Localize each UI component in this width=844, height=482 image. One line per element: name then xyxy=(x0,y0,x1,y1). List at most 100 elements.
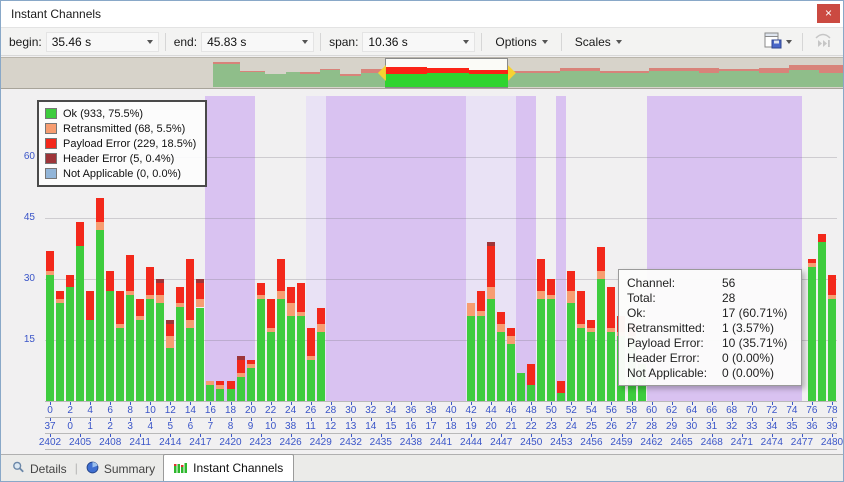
channel-bar[interactable] xyxy=(166,319,175,402)
legend-label: Payload Error (229, 18.5%) xyxy=(63,137,197,150)
selection-end-marker[interactable] xyxy=(507,65,516,81)
x-tick xyxy=(531,434,533,437)
overview-ok-band xyxy=(469,74,508,87)
channel-bar[interactable] xyxy=(487,242,496,401)
channel-bar[interactable] xyxy=(807,258,816,401)
bar-segment xyxy=(567,270,576,292)
channel-bar[interactable] xyxy=(507,327,516,401)
channel-bar[interactable] xyxy=(46,250,54,402)
x-tick xyxy=(410,434,412,437)
bar-segment xyxy=(487,242,496,247)
bar-segment xyxy=(106,291,115,401)
channel-bar[interactable] xyxy=(567,270,576,401)
tab-summary[interactable]: Summary xyxy=(78,457,163,481)
channel-bar[interactable] xyxy=(226,380,235,401)
channel-bar[interactable] xyxy=(206,380,215,402)
overview-error-band xyxy=(320,69,341,70)
tab-details[interactable]: Details xyxy=(4,457,75,481)
channel-bar[interactable] xyxy=(296,283,305,401)
gridline xyxy=(45,157,837,158)
begin-combo[interactable]: 35.46 s xyxy=(45,31,159,52)
tooltip-label: Ok: xyxy=(627,305,646,320)
end-combo[interactable]: 45.83 s xyxy=(201,31,315,52)
overview-ok-band xyxy=(719,71,759,87)
channel-bar[interactable] xyxy=(517,372,526,401)
channel-bar[interactable] xyxy=(196,279,205,401)
channel-bar[interactable] xyxy=(276,258,285,402)
channel-bar[interactable] xyxy=(66,274,75,401)
legend-swatch xyxy=(45,168,57,179)
channel-bar[interactable] xyxy=(186,258,195,401)
selection-start-marker[interactable] xyxy=(377,65,386,81)
x-tick xyxy=(90,402,92,405)
begin-value: 35.46 s xyxy=(51,34,92,49)
x-tick xyxy=(320,434,322,437)
channel-bar[interactable] xyxy=(116,291,125,401)
x-tick xyxy=(330,402,332,405)
ble-channel-tick-label: 10 xyxy=(265,421,277,432)
ble-channel-tick-label: 34 xyxy=(766,421,778,432)
channel-bar[interactable] xyxy=(156,279,165,401)
channel-bar[interactable] xyxy=(56,291,64,401)
channel-tick-label: 38 xyxy=(425,405,437,416)
x-tick xyxy=(631,418,633,421)
channel-tick-label: 42 xyxy=(465,405,477,416)
bar-segment xyxy=(828,274,836,296)
tooltip-value: 56 xyxy=(722,275,736,290)
export-report-button[interactable] xyxy=(759,30,796,54)
channel-bar[interactable] xyxy=(547,279,556,401)
channel-bar[interactable] xyxy=(306,327,315,401)
channel-bar[interactable] xyxy=(146,266,155,401)
channel-bar[interactable] xyxy=(316,307,325,402)
ble-channel-tick-label: 7 xyxy=(207,421,214,432)
tooltip-label: Not Applicable: xyxy=(627,365,708,380)
channel-bar[interactable] xyxy=(96,197,105,401)
tab-instant-channels[interactable]: Instant Channels xyxy=(163,454,295,481)
ble-channel-tick-label: 33 xyxy=(746,421,758,432)
tooltip-value: 0 (0.00%) xyxy=(722,365,775,380)
span-combo[interactable]: 10.36 s xyxy=(362,31,476,52)
x-tick xyxy=(451,418,452,421)
timeline-overview[interactable] xyxy=(1,57,843,89)
channel-bar[interactable] xyxy=(597,246,606,401)
channel-bar[interactable] xyxy=(817,234,826,401)
x-tick xyxy=(531,402,533,405)
legend-swatch xyxy=(45,108,57,119)
channel-bar[interactable] xyxy=(216,380,225,401)
channel-bar[interactable] xyxy=(607,287,616,401)
bar-segment xyxy=(136,315,145,320)
channel-bar[interactable] xyxy=(537,258,546,402)
channel-bar[interactable] xyxy=(256,283,265,402)
channel-bar[interactable] xyxy=(527,364,536,401)
channel-bar[interactable] xyxy=(176,287,185,401)
x-tick xyxy=(150,402,152,405)
toolbar: begin: 35.46 s end: 45.83 s span: 10.36 … xyxy=(1,28,843,56)
channel-bar[interactable] xyxy=(106,270,115,401)
channel-bar[interactable] xyxy=(477,291,486,401)
close-button[interactable]: × xyxy=(817,4,840,23)
options-button[interactable]: Options xyxy=(488,31,554,53)
bar-segment xyxy=(196,279,205,284)
bar-segment xyxy=(236,376,245,401)
channel-bar[interactable] xyxy=(286,287,295,401)
channel-bar[interactable] xyxy=(467,303,476,401)
channel-bar[interactable] xyxy=(236,356,245,401)
scales-button[interactable]: Scales xyxy=(568,31,629,53)
channel-bar[interactable] xyxy=(86,291,95,401)
channel-tooltip: Channel: 56 Total: 28 Ok: 17 (60.71%) Retransm… xyxy=(618,269,802,386)
channel-bar[interactable] xyxy=(587,319,596,401)
window-title: Instant Channels xyxy=(11,7,102,21)
channel-bar[interactable] xyxy=(828,274,836,401)
channel-bar[interactable] xyxy=(246,360,255,401)
chevron-down-icon xyxy=(463,39,470,44)
overview-error-band xyxy=(469,70,508,74)
channel-bar[interactable] xyxy=(136,299,145,401)
channel-bar[interactable] xyxy=(497,311,506,402)
channel-bar[interactable] xyxy=(266,299,275,401)
channel-bar[interactable] xyxy=(126,254,135,401)
channel-bar[interactable] xyxy=(557,380,566,401)
channel-bar[interactable] xyxy=(76,222,85,401)
channel-bar[interactable] xyxy=(577,291,586,401)
ble-channel-tick-label: 27 xyxy=(625,421,638,432)
